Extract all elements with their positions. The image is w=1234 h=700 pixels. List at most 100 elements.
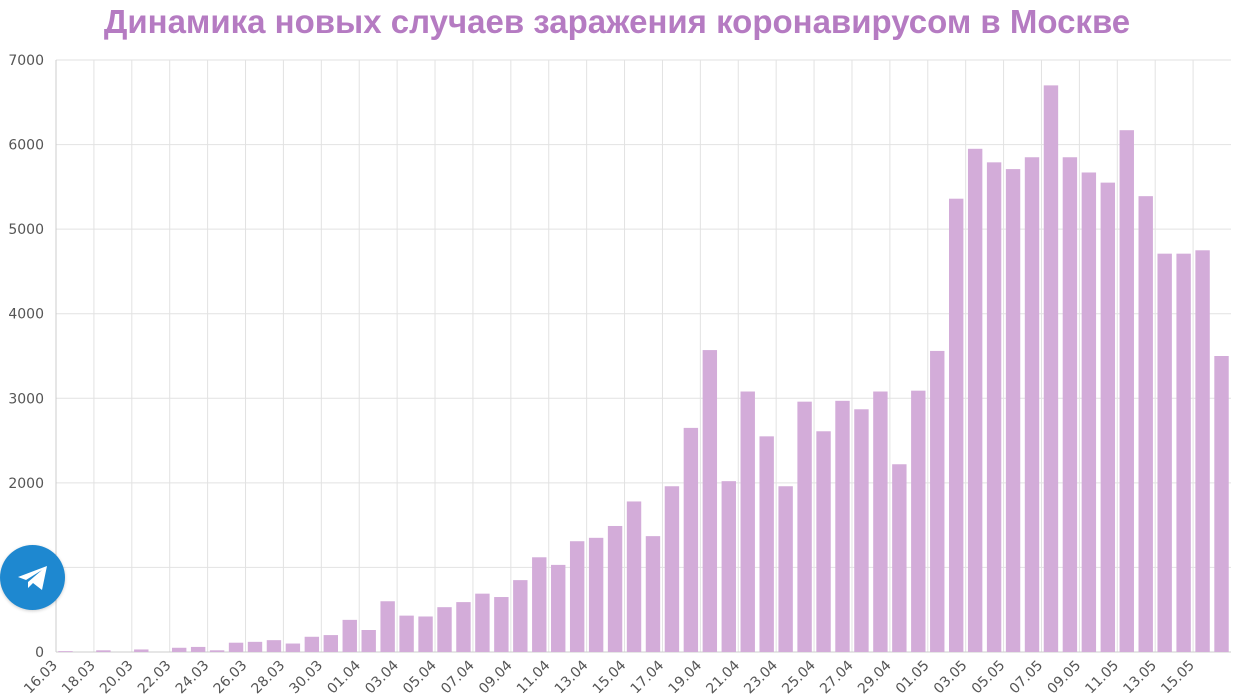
- bar-08.05: [1062, 157, 1078, 652]
- bar-11.05: [1119, 130, 1134, 653]
- x-tick-label: 11.05: [1082, 658, 1122, 698]
- bar-24.03: [209, 650, 225, 652]
- bar-05.05: [1005, 169, 1021, 652]
- bar-05.04: [437, 607, 452, 652]
- x-tick-label: 19.04: [666, 657, 706, 697]
- bar-25.04: [816, 431, 831, 652]
- x-tick-label: 09.04: [476, 657, 516, 697]
- bar-10.04: [532, 557, 547, 652]
- x-tick-label: 03.04: [362, 657, 402, 697]
- x-tick-label: 13.05: [1120, 658, 1160, 698]
- bar-03.05: [967, 148, 983, 653]
- y-tick-label: 6000: [8, 138, 44, 154]
- bar-06.05: [1024, 157, 1040, 652]
- bar-29.03: [304, 636, 320, 652]
- bar-07.04: [475, 593, 490, 652]
- bar-16.04: [645, 536, 661, 652]
- x-tick-label: 20.03: [97, 658, 137, 698]
- bar-14.04: [607, 525, 623, 652]
- x-tick-label: 15.04: [590, 657, 630, 697]
- bar-18.03: [96, 650, 111, 652]
- x-tick-label: 18.03: [59, 658, 99, 698]
- bar-27.04: [854, 409, 869, 652]
- bar-26.04: [835, 400, 850, 652]
- bar-20.04: [721, 481, 736, 652]
- x-tick-label: 01.04: [324, 657, 364, 697]
- bar-09.04: [513, 580, 528, 652]
- telegram-share-button[interactable]: [0, 545, 65, 610]
- bar-04.04: [418, 616, 433, 652]
- x-tick-label: 30.03: [286, 658, 326, 698]
- bar-23.03: [190, 646, 206, 652]
- bar-17.04: [664, 486, 680, 652]
- x-tick-label: 07.05: [1007, 658, 1047, 698]
- x-tick-label: 17.04: [628, 657, 668, 697]
- bar-22.04: [759, 436, 774, 652]
- x-tick-label: 13.04: [552, 657, 592, 697]
- x-tick-label: 21.04: [703, 657, 743, 697]
- y-tick-label: 5000: [8, 222, 44, 238]
- bar-28.03: [285, 643, 301, 652]
- x-tick-label: 22.03: [135, 658, 175, 698]
- bar-08.04: [494, 597, 509, 652]
- bar-12.04: [569, 541, 585, 652]
- bar-27.03: [266, 640, 282, 652]
- chart-title: Динамика новых случаев заражения коронав…: [103, 3, 1131, 40]
- x-tick-label: 24.03: [173, 658, 213, 698]
- bar-28.04: [873, 391, 888, 652]
- x-tick-label: 09.05: [1045, 658, 1085, 698]
- x-tick-label: 05.05: [969, 658, 1009, 698]
- bar-02.04: [380, 601, 395, 652]
- bar-13.04: [588, 537, 604, 652]
- bar-16.03: [58, 651, 73, 652]
- bar-20.03: [134, 649, 149, 652]
- bar-13.05: [1157, 253, 1172, 652]
- bar-23.04: [778, 486, 793, 652]
- x-tick-label: 27.04: [817, 657, 857, 697]
- bar-18.04: [683, 427, 699, 652]
- bar-11.04: [551, 564, 566, 652]
- telegram-icon: [18, 566, 47, 590]
- x-tick-label: 05.04: [400, 657, 440, 697]
- bar-09.05: [1081, 172, 1097, 653]
- x-tick-label: 26.03: [211, 658, 251, 698]
- bar-14.05: [1176, 253, 1191, 652]
- bar-04.05: [986, 162, 1002, 652]
- bar-06.04: [456, 602, 471, 652]
- x-tick-label: 23.04: [741, 657, 781, 697]
- y-tick-label: 7000: [8, 53, 44, 69]
- y-tick-label: 0: [35, 645, 44, 661]
- bar-25.03: [228, 642, 244, 652]
- bar-26.03: [247, 641, 263, 652]
- x-tick-label: 28.03: [249, 658, 289, 698]
- bar-21.04: [740, 391, 755, 652]
- bar-01.05: [930, 350, 945, 652]
- bar-30.03: [323, 635, 338, 652]
- bar-30.04: [911, 390, 926, 652]
- x-tick-label: 15.05: [1158, 658, 1198, 698]
- x-tick-label: 25.04: [779, 657, 819, 697]
- x-tick-label: 29.04: [855, 657, 895, 697]
- y-tick-label: 4000: [8, 307, 44, 323]
- bar-19.04: [702, 350, 718, 652]
- bar-01.04: [361, 630, 376, 652]
- bar-10.05: [1100, 182, 1116, 652]
- y-tick-label: 3000: [8, 391, 44, 407]
- bar-24.04: [797, 401, 812, 652]
- x-tick-label: 03.05: [931, 658, 971, 698]
- bar-31.03: [342, 619, 357, 652]
- bar-22.03: [171, 647, 187, 652]
- bar-29.04: [892, 464, 907, 652]
- bar-15.04: [626, 501, 642, 652]
- x-tick-label: 07.04: [438, 657, 478, 697]
- bar-03.04: [399, 615, 414, 652]
- x-tick-label: 11.04: [514, 657, 554, 697]
- x-tick-label: 16.03: [21, 658, 61, 698]
- bar-12.05: [1138, 196, 1153, 652]
- x-tick-label: 01.05: [893, 658, 933, 698]
- y-tick-label: 2000: [8, 476, 44, 492]
- bar-15.05: [1195, 250, 1210, 653]
- bar-07.05: [1043, 85, 1059, 652]
- bar-16.05: [1214, 356, 1229, 652]
